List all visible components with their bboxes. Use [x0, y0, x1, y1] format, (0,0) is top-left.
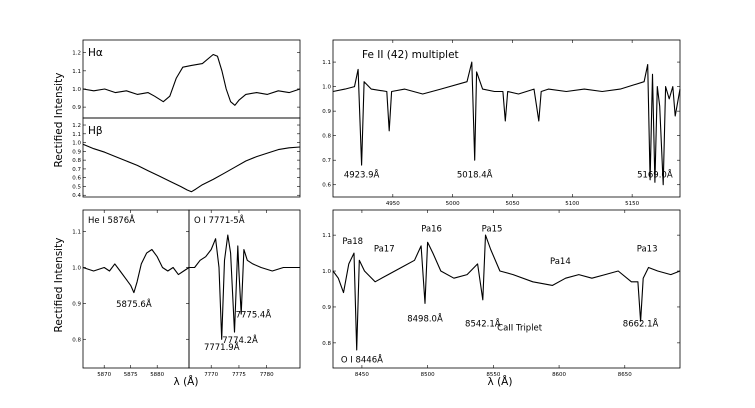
- ytick-label: 1.1: [72, 69, 81, 75]
- ytick-label: 1.1: [322, 60, 331, 66]
- annotation-label: 5875.6Å: [116, 298, 152, 310]
- annotation-label: Pa18: [342, 237, 363, 247]
- ytick-label: 1.0: [322, 269, 331, 275]
- annotation-label: Pa13: [637, 244, 658, 254]
- panel-title-hbeta: Hβ: [88, 125, 103, 137]
- annotation-label: 7771.9Å: [204, 341, 240, 353]
- annotation-label: Pa15: [482, 225, 503, 235]
- panel-pa: 0.8 0.9 1.0 1.1 8450 8500 8550 8600 8650 Pa18 Pa17…: [322, 209, 681, 378]
- ytick-label: 0.7: [72, 167, 81, 173]
- ytick-label: 0.6: [322, 183, 331, 189]
- ytick-label: 1.1: [72, 230, 81, 236]
- panel-hei: 0.8 0.9 1.0 1.1 5870 5875 5880 He I 5876Å 5875.6…: [72, 209, 190, 378]
- spectrum-line-hei: [82, 248, 190, 294]
- annotation-label: O I 8446Å: [341, 354, 383, 366]
- xtick-label: 8450: [355, 372, 369, 378]
- xtick-label: 5050: [505, 201, 519, 207]
- xtick-label: 8600: [552, 372, 566, 378]
- annotation-label: 5169.0Å: [637, 168, 673, 180]
- xtick-label: 7780: [260, 372, 274, 378]
- panel-title-feii: Fe II (42) multiplet: [362, 49, 459, 61]
- ytick-label: 0.4: [72, 193, 81, 199]
- annotation-label: 8498.0Å: [407, 312, 443, 324]
- ytick-label: 0.9: [72, 105, 81, 111]
- ytick-label: 0.7: [322, 158, 331, 164]
- xtick-label: 5870: [97, 372, 111, 378]
- axes-frame-hei: [82, 209, 190, 369]
- xlabel-left: λ (Å): [174, 375, 199, 388]
- ytick-label: 1.1: [322, 233, 331, 239]
- ytick-label: 1.0: [322, 85, 331, 91]
- ytick-label: 1.2: [72, 123, 81, 129]
- ytick-label: 0.8: [322, 134, 331, 140]
- xlabel-right: λ (Å): [488, 375, 513, 388]
- spectrum-line-pa: [332, 234, 681, 351]
- ylabel-top: Rectified Intensity: [53, 73, 65, 168]
- ytick-label: 1.0: [72, 265, 81, 271]
- panel-feii: 0.6 0.7 0.8 0.9 1.0 1.1 4950 5000 5050 5100 5150 Fe…: [322, 39, 681, 207]
- ytick-label: 0.9: [322, 109, 331, 115]
- spectrum-line-hbeta: [82, 143, 301, 193]
- xtick-label: 7770: [204, 372, 218, 378]
- panel-hbeta: 0.4 0.5 0.6 0.7 0.8 0.9 1.0 1.1 1.2 Hβ: [72, 117, 301, 199]
- xtick-label: 8500: [421, 372, 435, 378]
- annotation-label: 5018.4Å: [457, 168, 493, 180]
- xtick-label: 5880: [150, 372, 164, 378]
- xtick-label: 5150: [625, 201, 639, 207]
- axes-frame-pa: [332, 209, 681, 369]
- spectrum-line-oi: [189, 234, 300, 340]
- xtick-label: 8650: [618, 372, 632, 378]
- annotation-label: Pa16: [421, 225, 442, 235]
- spectrum-line-halpha: [82, 53, 301, 106]
- annotation-label: 8542.1Å: [465, 318, 501, 330]
- ylabel-bottom: Rectified Intensity: [53, 238, 65, 333]
- ytick-label: 0.8: [72, 158, 81, 164]
- panel-title-hei: He I 5876Å: [88, 214, 135, 226]
- ytick-label: 1.2: [72, 51, 81, 57]
- axes-frame-oi: [188, 209, 301, 369]
- axes-frame-feii: [332, 39, 681, 198]
- xtick-label: 5100: [565, 201, 579, 207]
- xtick-label: 5875: [124, 372, 138, 378]
- xtick-label: 7775: [232, 372, 246, 378]
- annotation-label: Pa14: [550, 257, 571, 267]
- ytick-label: 0.9: [322, 305, 331, 311]
- xtick-label: 8550: [486, 372, 500, 378]
- ytick-label: 1.1: [72, 132, 81, 138]
- panel-title-oi: O I 7771-5Å: [194, 214, 245, 226]
- annotation-label: 7774.2Å: [222, 334, 258, 346]
- ytick-label: 0.8: [322, 341, 331, 347]
- annotation-label: 7775.4Å: [236, 309, 272, 321]
- ytick-label: 0.8: [72, 337, 81, 343]
- ytick-label: 0.9: [72, 301, 81, 307]
- ytick-label: 1.0: [72, 87, 81, 93]
- spectrum-line-feii: [332, 61, 681, 186]
- annotation-label: 8662.1Å: [623, 318, 659, 330]
- axes-frame-halpha: [82, 39, 301, 119]
- ytick-label: 0.6: [72, 176, 81, 182]
- annotation-label: 4923.9Å: [344, 168, 380, 180]
- panel-halpha: 0.9 1.0 1.1 1.2 Hα: [72, 39, 301, 119]
- ytick-label: 0.5: [72, 184, 81, 190]
- annotation-label: CaII Triplet: [497, 323, 543, 333]
- xtick-label: 5000: [446, 201, 460, 207]
- ytick-label: 1.0: [72, 141, 81, 147]
- axes-frame-hbeta: [82, 117, 301, 198]
- annotation-label: Pa17: [374, 244, 395, 254]
- panel-title-halpha: Hα: [88, 47, 103, 59]
- xtick-label: 4950: [386, 201, 400, 207]
- ytick-label: 0.9: [72, 149, 81, 155]
